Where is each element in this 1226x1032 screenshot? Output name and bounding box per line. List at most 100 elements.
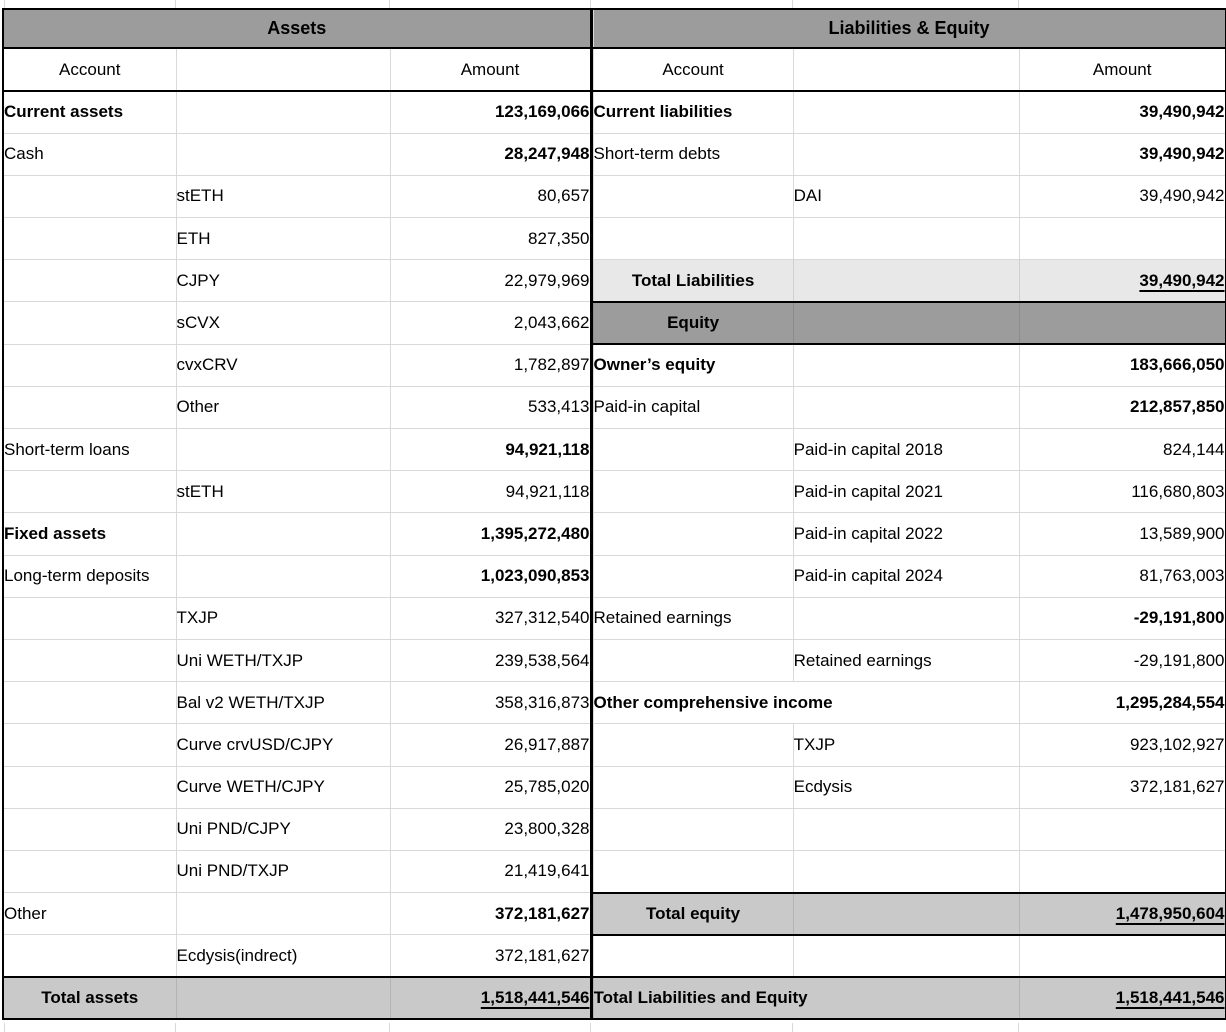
account-label-cell[interactable]: Total Liabilities <box>592 259 794 303</box>
amount-cell[interactable]: 39,490,942 <box>1018 132 1226 176</box>
amount-cell[interactable]: 13,589,900 <box>1018 512 1226 556</box>
subaccount-column-header[interactable] <box>792 47 1020 92</box>
amount-cell[interactable]: 372,181,627 <box>389 934 592 978</box>
account-label-cell[interactable]: Current assets <box>2 90 177 134</box>
account-label-cell[interactable] <box>2 681 177 725</box>
account-label-cell[interactable]: Retained earnings <box>592 596 794 640</box>
amount-cell[interactable]: 824,144 <box>1018 427 1226 472</box>
amount-cell[interactable]: 1,295,284,554 <box>1018 681 1226 725</box>
subaccount-label-cell[interactable]: stETH <box>175 174 391 219</box>
subaccount-label-cell[interactable] <box>175 427 391 472</box>
amount-cell[interactable]: 1,395,272,480 <box>389 512 592 556</box>
amount-cell[interactable]: 1,518,441,546 <box>389 975 592 1020</box>
account-label-cell[interactable] <box>2 807 177 851</box>
subaccount-label-cell[interactable] <box>175 90 391 134</box>
subaccount-label-cell[interactable]: ETH <box>175 217 391 261</box>
amount-cell[interactable]: 327,312,540 <box>389 596 592 640</box>
account-label-cell[interactable] <box>2 217 177 261</box>
account-label-cell[interactable] <box>2 638 177 683</box>
subaccount-label-cell[interactable] <box>792 90 1020 134</box>
amount-cell[interactable]: 183,666,050 <box>1018 343 1226 387</box>
subaccount-label-cell[interactable]: DAI <box>792 174 1020 219</box>
amount-cell[interactable]: 1,518,441,546 <box>1018 975 1226 1020</box>
subaccount-label-cell[interactable] <box>792 343 1020 387</box>
subaccount-label-cell[interactable]: Uni PND/CJPY <box>175 807 391 851</box>
amount-cell[interactable]: 94,921,118 <box>389 470 592 514</box>
subaccount-label-cell[interactable]: Bal v2 WETH/TXJP <box>175 681 391 725</box>
account-label-cell[interactable] <box>592 934 794 978</box>
amount-cell[interactable]: 239,538,564 <box>389 638 592 683</box>
account-label-cell[interactable] <box>2 765 177 809</box>
amount-cell[interactable]: 358,316,873 <box>389 681 592 725</box>
account-label-cell[interactable]: Owner’s equity <box>592 343 794 387</box>
account-label-cell[interactable] <box>2 849 177 894</box>
account-column-header[interactable]: Account <box>592 47 794 92</box>
amount-cell[interactable]: 22,979,969 <box>389 259 592 303</box>
amount-cell[interactable]: 123,169,066 <box>389 90 592 134</box>
account-label-cell[interactable]: Long-term deposits <box>2 554 177 598</box>
subaccount-label-cell[interactable] <box>792 891 1020 936</box>
account-label-cell[interactable] <box>592 849 794 894</box>
subaccount-label-cell[interactable] <box>792 385 1020 430</box>
account-label-cell[interactable]: Short-term debts <box>592 132 794 176</box>
amount-cell[interactable]: 1,023,090,853 <box>389 554 592 598</box>
account-label-cell[interactable] <box>2 934 177 978</box>
account-label-cell[interactable]: Total Liabilities and Equity <box>592 975 1020 1020</box>
amount-cell[interactable]: 80,657 <box>389 174 592 219</box>
subaccount-label-cell[interactable]: TXJP <box>792 723 1020 767</box>
amount-cell[interactable]: 26,917,887 <box>389 723 592 767</box>
amount-cell[interactable]: 39,490,942 <box>1018 174 1226 219</box>
amount-cell[interactable]: 39,490,942 <box>1018 90 1226 134</box>
subaccount-label-cell[interactable] <box>792 301 1020 346</box>
amount-cell[interactable] <box>1018 849 1226 894</box>
account-label-cell[interactable]: Other <box>2 892 177 936</box>
assets-section-header[interactable]: Assets <box>2 8 592 49</box>
subaccount-label-cell[interactable]: Uni PND/TXJP <box>175 849 391 894</box>
subaccount-label-cell[interactable]: Paid-in capital 2021 <box>792 470 1020 514</box>
subaccount-label-cell[interactable]: Other <box>175 385 391 430</box>
amount-cell[interactable]: 212,857,850 <box>1018 385 1226 430</box>
subaccount-label-cell[interactable]: TXJP <box>175 596 391 640</box>
subaccount-label-cell[interactable] <box>792 259 1020 303</box>
amount-cell[interactable]: 923,102,927 <box>1018 723 1226 767</box>
subaccount-label-cell[interactable] <box>175 132 391 176</box>
subaccount-label-cell[interactable]: stETH <box>175 470 391 514</box>
subaccount-label-cell[interactable]: Ecdysis(indrect) <box>175 934 391 978</box>
amount-cell[interactable] <box>1018 217 1226 261</box>
account-label-cell[interactable] <box>2 385 177 430</box>
subaccount-label-cell[interactable] <box>792 849 1020 894</box>
liabilities-equity-section-header[interactable]: Liabilities & Equity <box>592 8 1226 49</box>
account-column-header[interactable]: Account <box>2 47 177 92</box>
amount-cell[interactable]: 1,782,897 <box>389 343 592 387</box>
amount-cell[interactable]: 81,763,003 <box>1018 554 1226 598</box>
account-label-cell[interactable] <box>592 427 794 472</box>
subaccount-label-cell[interactable]: CJPY <box>175 259 391 303</box>
account-label-cell[interactable] <box>592 765 794 809</box>
account-label-cell[interactable] <box>592 723 794 767</box>
account-label-cell[interactable] <box>2 259 177 303</box>
subaccount-label-cell[interactable] <box>175 554 391 598</box>
amount-cell[interactable]: 21,419,641 <box>389 849 592 894</box>
amount-cell[interactable] <box>1018 934 1226 978</box>
account-label-cell[interactable] <box>2 723 177 767</box>
account-label-cell[interactable]: Current liabilities <box>592 90 794 134</box>
subaccount-label-cell[interactable] <box>175 975 391 1020</box>
account-label-cell[interactable]: Cash <box>2 132 177 176</box>
account-label-cell[interactable] <box>592 217 794 261</box>
amount-cell[interactable]: 372,181,627 <box>389 892 592 936</box>
subaccount-label-cell[interactable] <box>175 892 391 936</box>
subaccount-label-cell[interactable]: Ecdysis <box>792 765 1020 809</box>
subaccount-column-header[interactable] <box>175 47 391 92</box>
account-label-cell[interactable] <box>2 596 177 640</box>
amount-cell[interactable]: 23,800,328 <box>389 807 592 851</box>
account-label-cell[interactable] <box>2 174 177 219</box>
account-label-cell[interactable] <box>2 470 177 514</box>
amount-cell[interactable]: 25,785,020 <box>389 765 592 809</box>
account-label-cell[interactable] <box>592 807 794 851</box>
subaccount-label-cell[interactable]: Retained earnings <box>792 638 1020 683</box>
account-label-cell[interactable]: Paid-in capital <box>592 385 794 430</box>
subaccount-label-cell[interactable]: Curve crvUSD/CJPY <box>175 723 391 767</box>
subaccount-label-cell[interactable]: Curve WETH/CJPY <box>175 765 391 809</box>
subaccount-label-cell[interactable]: Paid-in capital 2018 <box>792 427 1020 472</box>
subaccount-label-cell[interactable] <box>175 512 391 556</box>
